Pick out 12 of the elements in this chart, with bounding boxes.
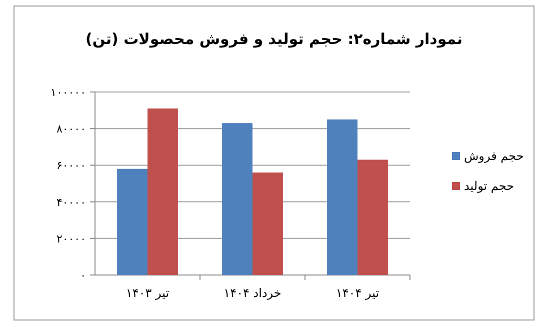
x-tick-label: تیر ۱۴۰۳	[126, 286, 170, 300]
y-tick-label: ۰	[80, 269, 86, 282]
x-tick-label: خرداد ۱۴۰۴	[224, 286, 282, 300]
y-tick-label: ۶۰۰۰۰	[56, 159, 86, 172]
y-tick-label: ۱۰۰۰۰۰	[50, 86, 86, 99]
y-tick-label: ۸۰۰۰۰	[56, 122, 86, 136]
legend-label: حجم فروش	[464, 149, 524, 163]
title: نمودار شماره۲: حجم تولید و فروش محصولات (تن)	[86, 30, 462, 48]
legend-label: حجم تولید	[464, 179, 514, 193]
y-tick-label: ۴۰۰۰۰	[56, 196, 86, 209]
y-tick-label: ۲۰۰۰۰	[56, 232, 86, 246]
x-tick-label: تیر ۱۴۰۴	[336, 286, 380, 300]
